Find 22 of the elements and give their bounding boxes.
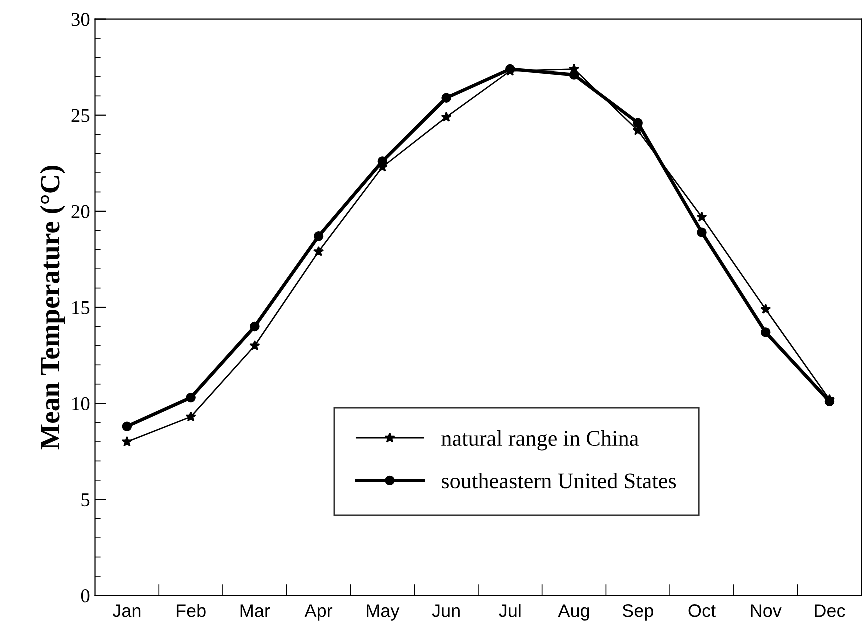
y-tick-label: 20 — [72, 205, 90, 218]
x-tick-label: Jan — [112, 604, 141, 618]
x-tick-label: Jun — [432, 604, 460, 618]
y-tick-label: 25 — [72, 109, 90, 122]
x-tick-label: Dec — [815, 604, 846, 618]
legend-label: southeastern United States — [442, 473, 676, 489]
y-tick-label: 0 — [81, 590, 90, 603]
x-tick-label: Jul — [499, 604, 521, 618]
legend-label: natural range in China — [442, 430, 639, 451]
y-axis-title: Mean Temperature (°C) — [40, 166, 66, 450]
x-tick-label: Sep — [622, 604, 654, 621]
x-tick-label: Oct — [688, 604, 716, 618]
y-tick-label: 15 — [72, 301, 90, 314]
x-tick-label: May — [367, 604, 400, 621]
x-tick-label: Aug — [558, 604, 590, 621]
x-tick-label: Feb — [176, 604, 206, 618]
x-tick-label: Apr — [304, 604, 333, 621]
x-tick-label: Nov — [751, 604, 782, 618]
y-tick-label: 30 — [72, 13, 90, 26]
x-tick-label: Mar — [240, 604, 270, 618]
y-tick-label: 10 — [72, 397, 90, 411]
y-tick-label: 5 — [82, 494, 90, 507]
